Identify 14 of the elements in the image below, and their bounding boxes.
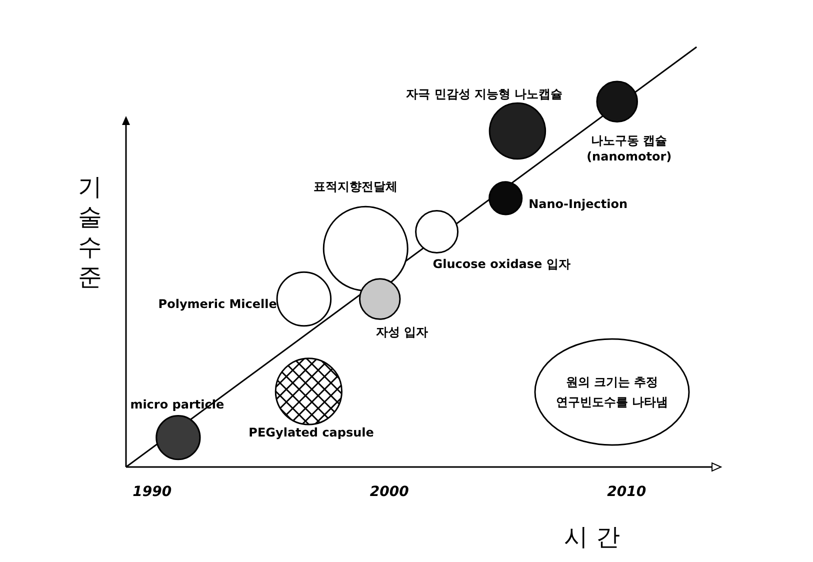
y-axis-title: 기술수준 [78,173,102,291]
x-axis-title: 시 간 [564,523,620,551]
x-tick-label: 2000 [370,484,410,500]
annotation: PEGylated capsule [248,425,374,440]
annotation: 나노구동 캡슐 (nanomotor) [586,134,672,164]
annotation: Polymeric Micelle [158,297,277,311]
annotation: 자성 입자 [376,325,428,339]
annotation: 자극 민감성 지능형 나노캡슐 [406,87,563,101]
annotation: Nano-Injection [528,197,628,212]
x-tick-label: 1990 [132,484,172,500]
annotation: 표적지향전달체 [314,180,398,194]
annotation: Glucose oxidase 입자 [432,256,570,271]
annotation: 원의 크기는 추정 연구빈도수를 나타냄 [556,375,668,409]
x-tick-label: 2010 [607,484,646,500]
